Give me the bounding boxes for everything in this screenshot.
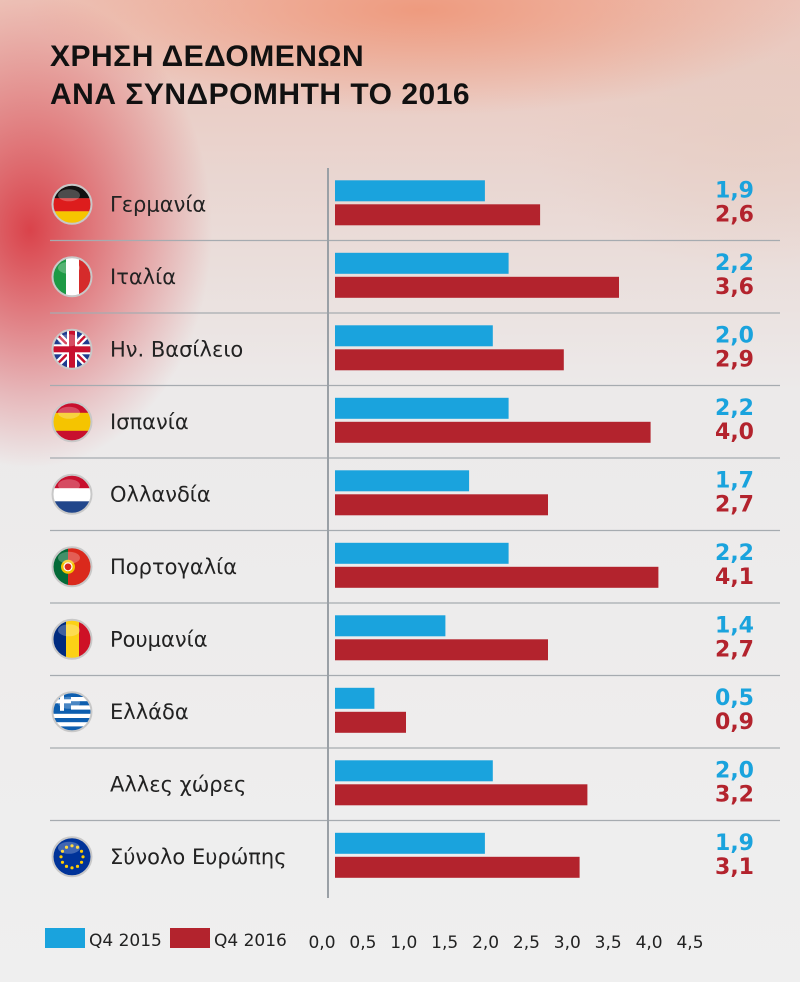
bar-q4-2016 [335,421,651,443]
flag-netherlands-icon [51,473,93,515]
category-row: Ρουμανία 1,42,7 [50,602,780,662]
flag-spain-icon [51,401,93,443]
bar-q4-2016 [335,784,588,806]
bar-q4-2016 [335,639,548,661]
bar-q4-2016 [335,204,541,226]
data-label-q4-2016: 4,1 [715,565,754,590]
bar-q4-2016 [335,276,619,298]
flag-germany-icon [51,183,93,225]
data-label-q4-2016: 2,6 [715,202,754,227]
category-row: Ιταλία 2,23,6 [50,239,780,300]
x-tick-label: 1,5 [431,933,458,953]
bar-q4-2015 [335,760,493,782]
data-label-q4-2016: 2,7 [715,492,754,517]
bar-q4-2015 [335,615,446,637]
flag-greece-icon [51,691,93,733]
legend: Q4 2015 Q4 2016 [45,928,287,951]
bar-q4-2015 [335,832,485,854]
category-label: Ην. Βασίλειο [110,337,243,361]
x-tick-label: 2,0 [472,933,499,953]
category-row: Σύνολο Ευρώπης 1,93,1 [50,819,780,880]
x-tick-label: 0,0 [308,933,335,953]
x-tick-label: 0,5 [349,933,376,953]
data-label-q4-2015: 0,5 [715,686,754,711]
category-label: Πορτογαλία [110,555,237,579]
category-row: Ελλάδα 0,50,9 [50,674,780,735]
data-label-q4-2015: 1,9 [715,178,754,203]
data-label-q4-2015: 1,9 [715,831,754,856]
legend-swatch-q4-2015 [45,928,85,948]
category-label: Ελλάδα [110,700,189,724]
x-tick-label: 4,0 [636,933,663,953]
flag-romania-icon [51,618,93,660]
category-label: Ιταλία [110,265,176,289]
chart-title-line-1: ΧΡΗΣΗ ΔΕΔΟΜΕΝΩΝ [50,40,365,73]
category-label: Ολλανδία [110,482,211,506]
bar-q4-2015 [335,325,493,347]
data-label-q4-2015: 2,0 [715,323,754,348]
data-label-q4-2015: 1,4 [715,613,754,638]
flag-eu-icon [51,836,93,878]
data-label-q4-2016: 3,6 [715,275,754,300]
category-row: Ην. Βασίλειο 2,02,9 [50,312,780,372]
bar-q4-2016 [335,566,659,588]
chart-title: ΧΡΗΣΗ ΔΕΔΟΜΕΝΩΝ ΑΝΑ ΣΥΝΔΡΟΜΗΤΗ ΤΟ 2016 [50,38,470,114]
category-label: Γερμανία [110,192,206,216]
data-label-q4-2016: 2,9 [715,347,754,372]
x-axis: 0,0 0,5 1,0 1,5 2,0 2,5 3,0 3,5 4,0 4,5 [308,933,703,953]
x-tick-label: 4,5 [676,933,703,953]
category-row: Ισπανία 2,24,0 [50,384,780,445]
flag-italy-icon [51,256,93,298]
legend-item: Q4 2015 [45,928,162,951]
bar-q4-2016 [335,711,406,733]
data-label-q4-2015: 2,2 [715,251,754,276]
x-tick-label: 2,5 [513,933,540,953]
legend-label: Q4 2016 [214,931,287,951]
data-label-q4-2015: 1,7 [715,468,754,493]
data-label-q4-2016: 3,1 [715,855,754,880]
x-tick-label: 3,0 [554,933,581,953]
data-label-q4-2015: 2,2 [715,541,754,566]
bar-q4-2015 [335,180,485,202]
category-row: Αλλες χώρες 2,03,2 [50,747,780,807]
legend-swatch-q4-2016 [170,928,210,948]
bar-q4-2016 [335,349,564,371]
legend-label: Q4 2015 [89,931,162,951]
category-label: Ρουμανία [110,627,208,651]
legend-item: Q4 2016 [170,928,287,951]
data-label-q4-2015: 2,0 [715,758,754,783]
category-label: Αλλες χώρες [110,772,246,796]
x-tick-label: 3,5 [595,933,622,953]
data-label-q4-2016: 4,0 [715,420,754,445]
chart-title-line-2: ΑΝΑ ΣΥΝΔΡΟΜΗΤΗ ΤΟ 2016 [50,78,471,111]
bar-q4-2015 [335,470,470,492]
bar-q4-2015 [335,252,509,274]
category-label: Σύνολο Ευρώπης [110,845,287,869]
flag-uk-icon [51,328,93,370]
category-row: Ολλανδία 1,72,7 [50,457,780,517]
category-label: Ισπανία [110,410,189,434]
category-row: Πορτογαλία 2,24,1 [50,529,780,590]
data-label-q4-2016: 2,7 [715,637,754,662]
bar-q4-2016 [335,494,548,516]
category-row: Γερμανία 1,92,6 [51,178,754,227]
bar-q4-2015 [335,687,375,709]
data-label-q4-2015: 2,2 [715,396,754,421]
bar-q4-2015 [335,397,509,419]
bar-q4-2015 [335,542,509,564]
data-label-q4-2016: 0,9 [715,710,754,735]
flag-portugal-icon [51,546,93,588]
data-label-q4-2016: 3,2 [715,782,754,807]
bar-q4-2016 [335,856,580,878]
x-tick-label: 1,0 [390,933,417,953]
